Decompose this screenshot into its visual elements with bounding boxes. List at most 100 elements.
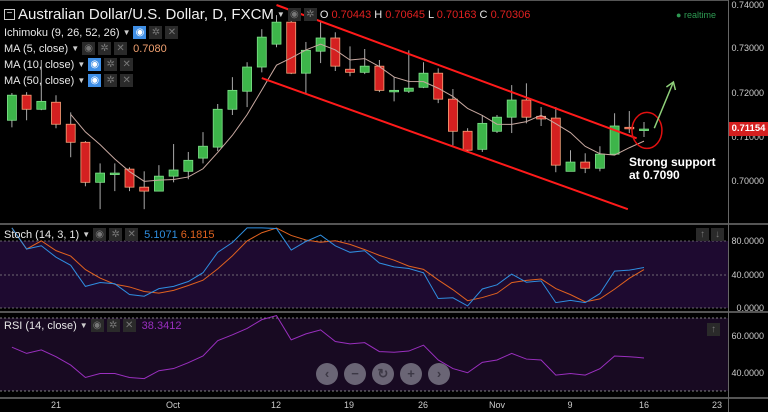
candle — [374, 65, 385, 91]
rsi-value: 38.3412 — [141, 319, 182, 332]
candle — [506, 99, 517, 118]
chevron-down-icon[interactable]: ▼ — [276, 10, 285, 19]
indicator-label[interactable]: MA (5, close) — [4, 42, 69, 55]
eye-icon[interactable]: ◉ — [287, 8, 301, 21]
date-tick: 21 — [50, 400, 62, 410]
candle — [418, 72, 429, 88]
close-icon[interactable]: ✕ — [114, 42, 128, 55]
scroll-right-button[interactable]: › — [428, 363, 450, 385]
date-tick: 23 — [711, 400, 723, 410]
chevron-down-icon[interactable]: ▼ — [79, 321, 88, 330]
candle — [639, 128, 649, 131]
indicator-ma5[interactable]: MA (5, close) ▼ ◉ ✲ ✕ 0.7080 — [4, 42, 167, 55]
ma5-line — [70, 43, 645, 182]
candle — [359, 65, 370, 73]
reset-button[interactable]: ↻ — [372, 363, 394, 385]
gear-icon[interactable]: ✲ — [104, 58, 118, 71]
candle — [345, 68, 355, 73]
stoch-label[interactable]: Stoch (14, 3, 1) — [4, 228, 80, 241]
chevron-down-icon[interactable]: ▼ — [71, 44, 80, 53]
rsi-line — [11, 315, 645, 380]
date-tick: 12 — [270, 400, 282, 410]
support-circle — [631, 111, 663, 150]
candle — [183, 159, 194, 172]
close-icon[interactable]: ✕ — [120, 58, 134, 71]
date-tick: Oct — [165, 400, 181, 410]
scroll-left-button[interactable]: ‹ — [316, 363, 338, 385]
stoch-legend[interactable]: Stoch (14, 3, 1) ▼ ◉ ✲ ✕ 5.1071 6.1815 — [4, 228, 214, 241]
realtime-status: ● realtime — [676, 10, 716, 20]
stoch-pane-controls: ↑ ↓ — [696, 228, 724, 241]
indicator-label[interactable]: Ichimoku (9, 26, 52, 26) — [4, 26, 120, 39]
chevron-down-icon[interactable]: ▼ — [122, 28, 131, 37]
close-icon[interactable]: ✕ — [165, 26, 179, 39]
candle — [65, 123, 76, 143]
candle — [21, 94, 32, 110]
eye-icon[interactable]: ◉ — [90, 319, 104, 332]
candle — [198, 145, 208, 159]
candle — [624, 126, 635, 130]
candle — [403, 87, 414, 92]
date-tick: 19 — [343, 400, 355, 410]
chevron-down-icon[interactable]: ▼ — [82, 230, 91, 239]
gear-icon[interactable]: ✲ — [106, 319, 120, 332]
eye-icon[interactable]: ◉ — [88, 74, 102, 87]
candle — [51, 101, 61, 125]
arrow-down-icon[interactable]: ↓ — [711, 228, 724, 241]
eye-icon[interactable]: ◉ — [93, 228, 107, 241]
gear-icon[interactable]: ✲ — [104, 74, 118, 87]
rsi-label[interactable]: RSI (14, close) — [4, 319, 77, 332]
candle — [286, 21, 297, 74]
ohlc-close: C 0.70306 — [479, 8, 531, 21]
eye-icon[interactable]: ◉ — [88, 58, 102, 71]
candle — [330, 37, 341, 67]
candle — [227, 89, 238, 110]
indicator-label[interactable]: MA (50, close) — [4, 74, 75, 87]
indicator-ma10[interactable]: MA (10, close) ▼ ◉ ✲ ✕ — [4, 58, 134, 71]
zoom-in-button[interactable]: + — [400, 363, 422, 385]
indicator-ma50[interactable]: MA (50, close) ▼ ◉ ✲ ✕ — [4, 74, 134, 87]
collapse-icon[interactable]: − — [4, 9, 15, 20]
indicator-ichimoku[interactable]: Ichimoku (9, 26, 52, 26) ▼ ◉ ✲ ✕ — [4, 26, 179, 39]
ma5-value: 0.7080 — [133, 42, 167, 55]
gear-icon[interactable]: ✲ — [303, 8, 317, 21]
arrow-up-icon[interactable]: ↑ — [696, 228, 709, 241]
close-icon[interactable]: ✕ — [125, 228, 139, 241]
candle — [139, 186, 150, 192]
candle — [433, 72, 444, 100]
gear-icon[interactable]: ✲ — [109, 228, 123, 241]
status-dot-icon: ● — [676, 10, 682, 20]
candle — [477, 122, 488, 150]
symbol-title[interactable]: Australian Dollar/U.S. Dollar, D, FXCM — [18, 6, 274, 23]
arrow-line — [653, 81, 675, 129]
annotation-line1: Strong support — [629, 155, 716, 169]
rsi-legend[interactable]: RSI (14, close) ▼ ◉ ✲ ✕ 38.3412 — [4, 319, 181, 332]
eye-icon[interactable]: ◉ — [82, 42, 96, 55]
chevron-down-icon[interactable]: ▼ — [77, 60, 86, 69]
gear-icon[interactable]: ✲ — [98, 42, 112, 55]
candle — [447, 98, 458, 132]
candle — [550, 117, 561, 166]
eye-icon[interactable]: ◉ — [133, 26, 147, 39]
support-annotation: Strong support at 0.7090 — [629, 156, 716, 182]
date-tick: 9 — [567, 400, 573, 410]
close-icon[interactable]: ✕ — [122, 319, 136, 332]
candle — [109, 172, 120, 175]
arrow-up-icon[interactable]: ↑ — [707, 323, 720, 336]
candle — [36, 100, 47, 110]
candle — [153, 175, 164, 192]
price-tick: 0.73000 — [731, 43, 764, 53]
zoom-out-button[interactable]: − — [344, 363, 366, 385]
close-icon[interactable]: ✕ — [120, 74, 134, 87]
candle — [565, 161, 576, 172]
indicator-label[interactable]: MA (10, close) — [4, 58, 75, 71]
stoch-d-line — [11, 227, 645, 303]
candle — [256, 36, 267, 68]
date-tick: Nov — [488, 400, 506, 410]
chevron-down-icon[interactable]: ▼ — [77, 76, 86, 85]
price-tick: 0.70000 — [731, 176, 764, 186]
stoch-tick: 80.0000 — [731, 236, 764, 246]
gear-icon[interactable]: ✲ — [149, 26, 163, 39]
rsi-tick: 40.0000 — [731, 368, 764, 378]
